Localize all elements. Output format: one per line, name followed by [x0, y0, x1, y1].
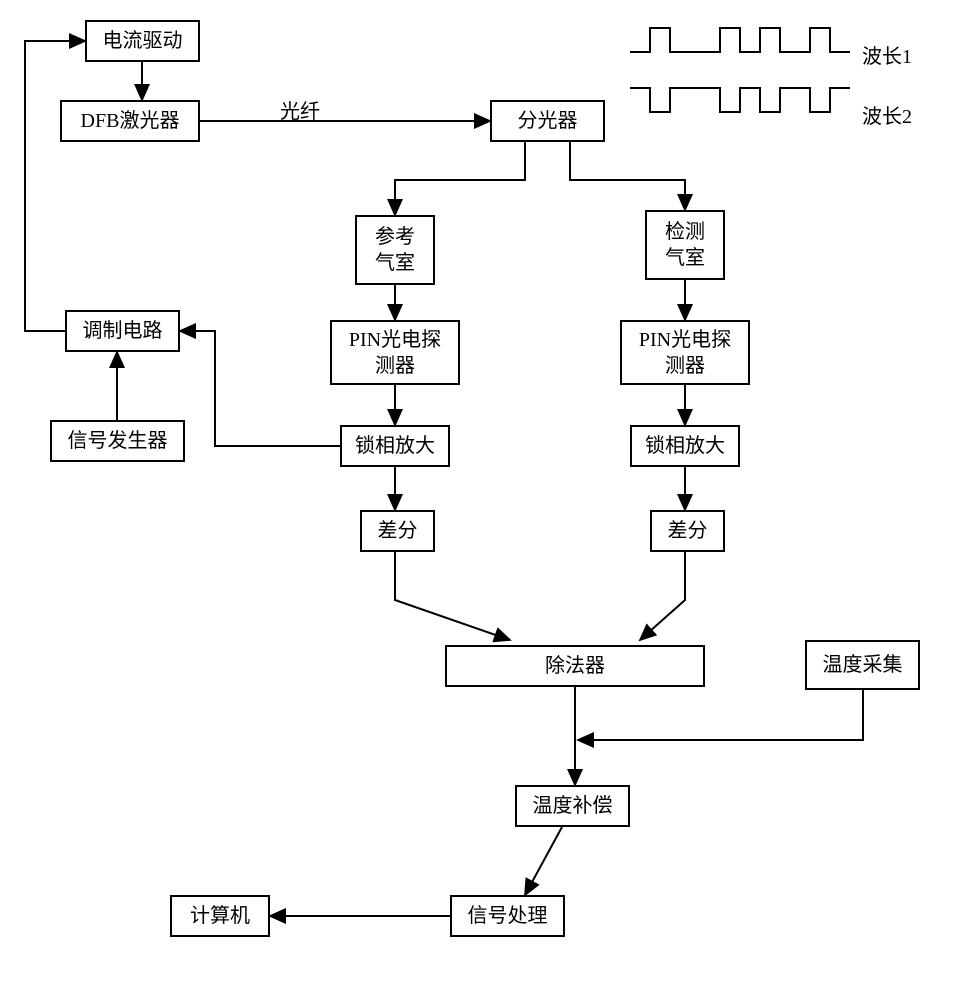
- edge-13: [395, 552, 510, 640]
- node-dfb_laser: DFB激光器: [60, 100, 200, 142]
- arrows-layer: [0, 0, 980, 1000]
- node-sig_proc: 信号处理: [450, 895, 565, 937]
- label-fiber: 光纤: [280, 95, 320, 124]
- node-ref_chamber: 参考气室: [355, 215, 435, 285]
- edge-14: [640, 552, 685, 640]
- node-pin2: PIN光电探测器: [620, 320, 750, 385]
- label-wave2: 波长2: [862, 100, 912, 129]
- edge-10: [180, 331, 340, 446]
- node-divider: 除法器: [445, 645, 705, 687]
- node-temp_comp: 温度补偿: [515, 785, 630, 827]
- node-lockin2: 锁相放大: [630, 425, 740, 467]
- node-lockin1: 锁相放大: [340, 425, 450, 467]
- node-sig_gen: 信号发生器: [50, 420, 185, 462]
- node-current_drive: 电流驱动: [85, 20, 200, 62]
- node-splitter: 分光器: [490, 100, 605, 142]
- node-mod_circuit: 调制电路: [65, 310, 180, 352]
- edge-3: [570, 142, 685, 210]
- edge-15: [578, 690, 863, 740]
- node-pin1: PIN光电探测器: [330, 320, 460, 385]
- edge-2: [395, 142, 525, 215]
- node-diff1: 差分: [360, 510, 435, 552]
- waveform-w2: [630, 88, 850, 112]
- node-temp_collect: 温度采集: [805, 640, 920, 690]
- waveform-w1: [630, 28, 850, 52]
- node-computer: 计算机: [170, 895, 270, 937]
- edge-12: [25, 41, 85, 331]
- node-diff2: 差分: [650, 510, 725, 552]
- label-wave1: 波长1: [862, 40, 912, 69]
- edge-17: [525, 827, 562, 895]
- node-det_chamber: 检测气室: [645, 210, 725, 280]
